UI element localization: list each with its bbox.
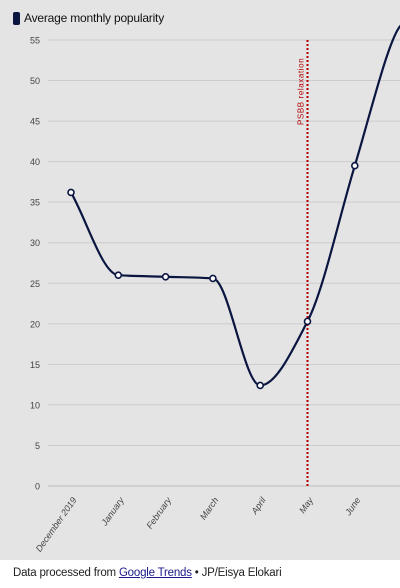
y-tick-label: 5	[35, 441, 40, 451]
y-tick-label: 20	[30, 319, 40, 329]
x-tick-label: March	[198, 495, 221, 521]
chart-panel: 0 5 10 15 20 25 30 35 40 45 50 55 December 2019 Janu…	[0, 0, 400, 560]
y-tick-label: 0	[35, 482, 40, 492]
y-tick-label: 35	[30, 198, 40, 208]
source-prefix: Data processed from	[13, 567, 119, 579]
data-point[interactable]	[161, 272, 170, 281]
legend-swatch	[13, 11, 20, 25]
annotation-group: PSBB relaxation	[297, 40, 309, 486]
x-tick-label: April	[249, 495, 269, 517]
data-point[interactable]	[114, 271, 123, 279]
google-trends-link[interactable]: Google Trends	[118, 567, 192, 579]
x-axis-ticks: December 2019 January February March April Ma…	[34, 495, 363, 554]
y-tick-label: 10	[30, 400, 40, 410]
data-point[interactable]	[67, 188, 75, 197]
y-axis-ticks: 0 5 10 15 20 25 30 35 40 45 50 55	[30, 36, 40, 492]
x-tick-label: May	[297, 495, 315, 515]
data-point[interactable]	[209, 274, 217, 283]
y-tick-label: 40	[30, 157, 40, 167]
annotation-label: PSBB relaxation	[297, 58, 306, 125]
y-tick-label: 45	[30, 117, 40, 127]
series-line	[70, 24, 400, 387]
legend: Average monthly popularity	[13, 10, 164, 26]
y-tick-label: 25	[30, 279, 40, 289]
data-point[interactable]	[256, 381, 265, 390]
source-credit: Data processed from Google Trends • JP/E…	[13, 567, 282, 579]
x-tick-label: January	[99, 495, 126, 528]
source-suffix: • JP/Eisya Elokari	[191, 567, 282, 579]
legend-label: Average monthly popularity	[24, 11, 164, 25]
y-tick-label: 55	[30, 36, 40, 46]
y-tick-label: 30	[30, 238, 40, 248]
x-tick-label: February	[144, 495, 173, 531]
line-chart: 0 5 10 15 20 25 30 35 40 45 50 55 December 2019 Janu…	[30, 24, 400, 554]
x-tick-label: December 2019	[34, 495, 79, 553]
grid-lines	[48, 39, 400, 487]
data-point[interactable]	[350, 161, 359, 170]
y-tick-label: 15	[30, 360, 40, 370]
x-tick-label: June	[342, 495, 362, 518]
data-point[interactable]	[303, 317, 312, 326]
series-group	[67, 24, 400, 390]
y-tick-label: 50	[30, 76, 40, 86]
